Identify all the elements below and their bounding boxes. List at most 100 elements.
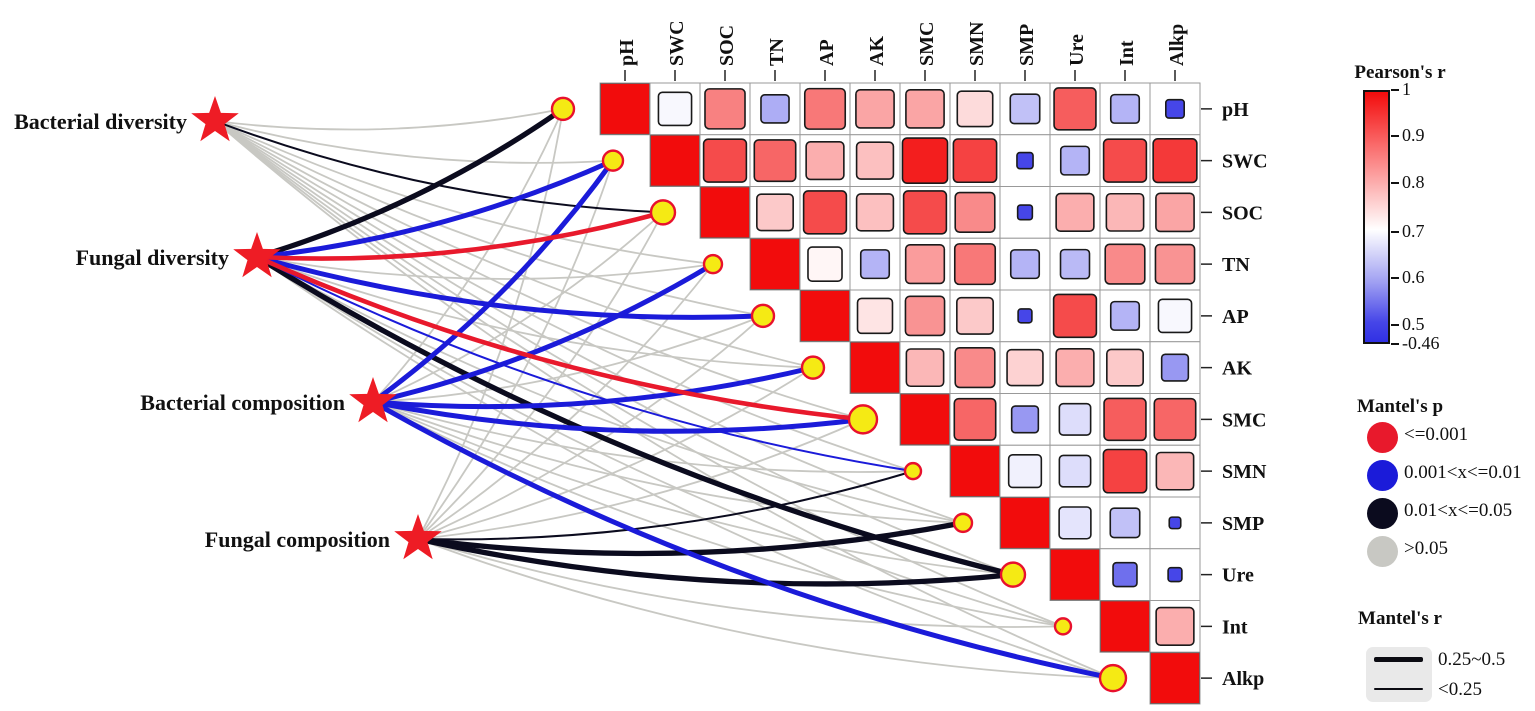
connection-Fungal composition-Int xyxy=(417,538,1064,628)
cell-AP-SMN xyxy=(956,296,994,335)
cell-SMC-Alkp xyxy=(1153,397,1197,441)
factor-label-Bacterial composition: Bacterial composition xyxy=(140,390,345,415)
connection-Fungal composition-TN xyxy=(417,263,714,540)
row-label-pH: pH xyxy=(1222,99,1249,121)
cell-TN-Int xyxy=(1104,243,1146,285)
pearson-tick-label: -0.46 xyxy=(1402,333,1440,353)
cell-SOC-AK xyxy=(855,193,895,232)
pearson-tick-label: 0.7 xyxy=(1402,220,1425,241)
pearson-tick-mark xyxy=(1391,134,1399,137)
cell-TN-AK xyxy=(859,249,891,280)
cell-SMN-Ure xyxy=(1058,454,1092,488)
cell-SOC-TN xyxy=(756,193,794,232)
connection-Fungal composition-Alkp xyxy=(417,538,1114,680)
cell-AP-Int xyxy=(1109,300,1141,331)
pearson-tick-label: 0.5 xyxy=(1402,313,1425,334)
mantel-p-legend-circle xyxy=(1367,460,1398,491)
connection-Bacterial diversity-SMN xyxy=(214,120,914,473)
pearson-legend-title: Pearson's r xyxy=(1354,62,1446,83)
connection-Bacterial composition-SMN xyxy=(372,401,914,473)
connection-Fungal diversity-TN xyxy=(256,256,714,280)
connection-Bacterial diversity-TN xyxy=(214,120,714,266)
cell-TN-TN xyxy=(750,238,800,290)
mantel-r-sample-box xyxy=(1366,647,1432,702)
connection-Fungal diversity-Ure xyxy=(254,254,1016,578)
connection-Fungal diversity-Int xyxy=(256,256,1064,628)
mantel-p-legend-label: 0.001<x<=0.01 xyxy=(1404,462,1522,483)
mantel-r-legend-title: Mantel's r xyxy=(1358,608,1442,629)
cell-SMP-Int xyxy=(1109,507,1141,539)
connection-Fungal diversity-SMP xyxy=(256,256,964,524)
cell-SMC-Ure xyxy=(1058,402,1092,436)
mantel-p-legend-label: <=0.001 xyxy=(1404,424,1469,445)
cell-AP-Alkp xyxy=(1157,298,1193,334)
cell-TN-SMN xyxy=(953,243,997,286)
col-label-SMN: SMN xyxy=(966,21,988,66)
cell-SMP-Alkp xyxy=(1168,516,1182,530)
connection-Bacterial composition-Alkp xyxy=(370,399,1116,681)
node-SWC xyxy=(601,149,625,172)
cell-SMP-Ure xyxy=(1058,506,1092,540)
star-Bacterial composition xyxy=(349,377,397,423)
cell-Ure-Alkp xyxy=(1167,566,1183,583)
col-label-pH: pH xyxy=(616,39,638,66)
mantel-p-legend-circle xyxy=(1367,422,1398,453)
cell-pH-SMP xyxy=(1009,93,1041,125)
connection-Fungal composition-AK xyxy=(417,366,814,540)
node-pH xyxy=(550,96,576,122)
cell-Int-Alkp xyxy=(1155,606,1195,647)
row-label-Alkp: Alkp xyxy=(1222,668,1264,690)
row-label-SMN: SMN xyxy=(1222,461,1267,483)
cell-SMN-SMN xyxy=(950,445,1000,497)
col-label-SMC: SMC xyxy=(916,22,938,66)
connection-Bacterial diversity-pH xyxy=(214,107,564,131)
connection-Fungal diversity-SOC xyxy=(254,210,666,261)
connection-Fungal composition-pH xyxy=(417,107,564,540)
pearson-tick-mark xyxy=(1391,323,1399,326)
cell-SWC-SWC xyxy=(650,134,700,187)
pearson-tick-mark xyxy=(1391,181,1399,184)
cell-pH-AP xyxy=(803,87,847,130)
cell-SOC-Ure xyxy=(1055,192,1095,233)
row-label-SMP: SMP xyxy=(1222,513,1264,535)
cell-AP-AK xyxy=(856,297,894,335)
cell-pH-SMC xyxy=(905,88,945,129)
row-label-Int: Int xyxy=(1222,616,1248,638)
cell-AP-Ure xyxy=(1052,293,1098,339)
node-SMP xyxy=(952,512,974,534)
connection-Bacterial diversity-SMC xyxy=(214,120,864,421)
connection-Fungal diversity-AK xyxy=(256,256,814,369)
cell-SWC-SOC xyxy=(702,138,748,183)
row-label-SMC: SMC xyxy=(1222,409,1266,431)
connection-Fungal composition-Ure xyxy=(415,536,1016,587)
connection-Bacterial diversity-Alkp xyxy=(214,120,1114,680)
connection-Bacterial composition-Int xyxy=(372,401,1064,628)
connection-Bacterial composition-SWC xyxy=(370,158,616,405)
connection-Bacterial composition-AP xyxy=(372,314,764,403)
cell-AK-SMC xyxy=(905,348,945,388)
mantel-p-legend-title: Mantel's p xyxy=(1356,396,1444,417)
cell-pH-TN xyxy=(760,94,790,124)
connection-Bacterial diversity-AP xyxy=(214,120,764,317)
row-label-TN: TN xyxy=(1222,254,1250,276)
cell-SMP-SMP xyxy=(1000,497,1050,549)
connection-Bacterial diversity-SWC xyxy=(214,120,614,164)
pearson-tick-mark xyxy=(1391,276,1399,279)
row-label-Ure: Ure xyxy=(1222,565,1254,587)
node-SMC xyxy=(847,404,879,435)
cell-AK-Int xyxy=(1106,348,1144,387)
cell-AP-SMC xyxy=(904,295,946,337)
cell-SMC-SMC xyxy=(900,393,950,446)
star-Bacterial diversity xyxy=(191,96,239,142)
connection-Bacterial composition-Ure xyxy=(372,401,1014,576)
cell-pH-Ure xyxy=(1053,87,1097,131)
cell-SMN-SMP xyxy=(1007,453,1043,489)
col-label-Ure: Ure xyxy=(1066,34,1088,66)
cell-pH-Alkp xyxy=(1165,98,1186,119)
mantel-p-legend-label: 0.01<x<=0.05 xyxy=(1404,500,1513,521)
node-Int xyxy=(1053,617,1073,636)
mantel-r-thick-line-sample xyxy=(1374,657,1423,662)
connection-Bacterial diversity-Int xyxy=(214,120,1064,628)
cell-Ure-Int xyxy=(1112,561,1138,588)
connection-Bacterial composition-AK xyxy=(370,365,816,410)
